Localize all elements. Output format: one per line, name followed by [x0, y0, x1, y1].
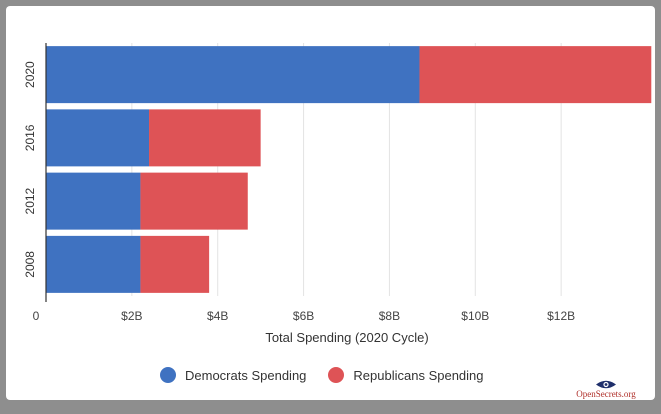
legend-item-democrats[interactable]: Democrats Spending — [160, 367, 306, 383]
bar-republicans-2012 — [140, 172, 248, 230]
bar-republicans-2020 — [419, 46, 652, 104]
bar-democrats-2008 — [46, 235, 141, 293]
x-tick-label: $12B — [547, 309, 575, 323]
x-tick-label: $8B — [379, 309, 400, 323]
eye-icon — [596, 380, 616, 389]
y-category-label: 2008 — [23, 251, 37, 278]
legend-item-republicans[interactable]: Republicans Spending — [328, 367, 484, 383]
bar-democrats-2012 — [46, 172, 141, 230]
bar-republicans-2008 — [140, 235, 210, 293]
legend-label-republicans: Republicans Spending — [353, 367, 484, 383]
republicans-swatch — [328, 367, 345, 383]
bar-democrats-2020 — [46, 46, 420, 104]
brand-name: OpenSecrets.org — [576, 389, 636, 399]
y-category-label: 2012 — [23, 187, 37, 214]
bar-republicans-2016 — [149, 109, 261, 167]
x-tick-label: $6B — [293, 309, 314, 323]
x-tick-label: $10B — [461, 309, 489, 323]
bar-democrats-2016 — [46, 109, 150, 167]
legend-label-democrats: Democrats Spending — [185, 367, 307, 383]
x-tick-label: $4B — [207, 309, 228, 323]
opensecrets-logo: OpenSecrets.org — [566, 379, 646, 399]
legend: Democrats Spending Republicans Spending — [160, 367, 484, 383]
x-tick-label: 0 — [33, 309, 40, 323]
y-category-label: 2016 — [23, 124, 37, 151]
x-tick-label: $2B — [121, 309, 142, 323]
democrats-swatch — [160, 367, 176, 383]
x-axis-title: Total Spending (2020 Cycle) — [265, 330, 428, 345]
y-category-label: 2020 — [23, 61, 37, 88]
